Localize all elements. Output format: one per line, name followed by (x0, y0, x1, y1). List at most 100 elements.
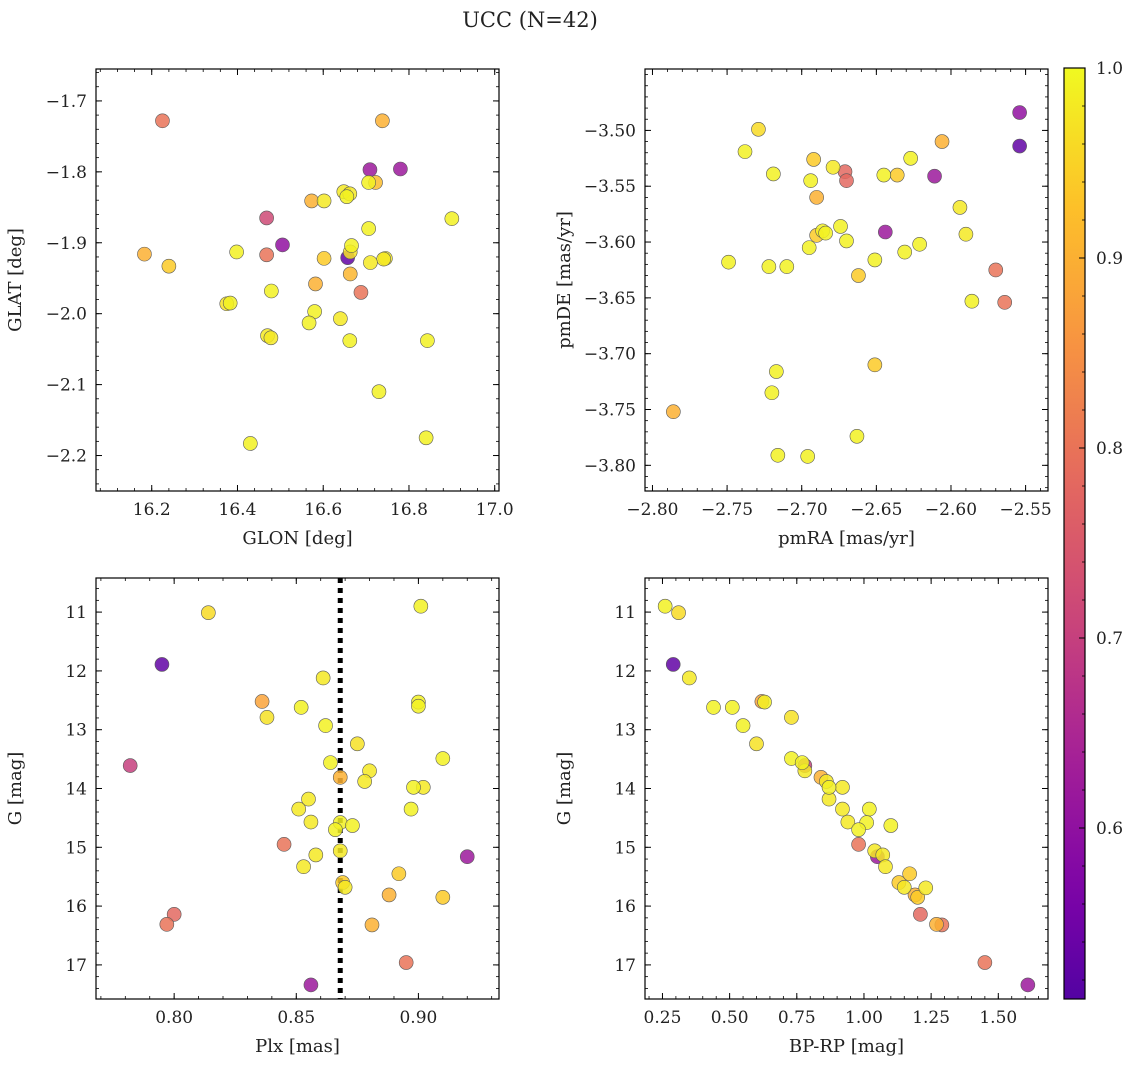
data-point (332, 843, 348, 859)
data-point (361, 175, 376, 190)
y-tick-label: 13 (65, 721, 87, 741)
data-point (364, 917, 380, 933)
data-point (403, 801, 419, 817)
panels: 16.2 16.4 16.6 16.8 17.0 −1.7 −1.8 −1.9 −2.0 −2.1… (5, 68, 1052, 1057)
data-point (296, 859, 311, 875)
y-tick-label: 11 (65, 603, 87, 623)
data-point (977, 955, 993, 970)
data-point (964, 293, 980, 309)
data-point (721, 254, 736, 270)
y-tick-label: 13 (614, 721, 636, 741)
y-tick-label: −1.8 (46, 163, 87, 183)
x-axis-label: pmRA [mas/yr] (778, 528, 915, 549)
data-point (757, 694, 772, 710)
data-point (801, 240, 817, 255)
x-axis-label: Plx [mas] (255, 1036, 340, 1057)
data-point (878, 859, 893, 875)
y-axis-label: pmDE [mas/yr] (554, 211, 575, 349)
y-tick-label: 16 (65, 897, 87, 917)
data-point (155, 113, 170, 129)
data-point (332, 770, 348, 785)
y-tick-label: −3.50 (584, 121, 636, 141)
data-point (435, 889, 451, 905)
data-point (304, 193, 319, 209)
y-tick-label: −3.70 (584, 345, 636, 365)
data-point (682, 670, 697, 686)
colorbar-tick-label: 1.0 (1096, 59, 1123, 79)
data-point (761, 259, 777, 274)
data-point (371, 384, 387, 400)
data-point (803, 173, 818, 188)
y-tick-label: −3.75 (584, 401, 636, 421)
data-point (867, 252, 883, 268)
data-point (362, 162, 378, 178)
x-tick-label: 1.50 (979, 1008, 1017, 1028)
y-axis-label: G [mag] (554, 752, 575, 825)
x-tick-label: 0.50 (711, 1008, 749, 1028)
data-point (318, 718, 333, 733)
data-point (316, 251, 332, 266)
data-point (411, 698, 426, 714)
data-point (835, 780, 850, 795)
data-point (958, 226, 974, 242)
data-points (122, 598, 475, 993)
y-tick-label: 17 (614, 956, 636, 976)
data-points (657, 598, 1036, 993)
data-point (459, 849, 475, 865)
data-point (254, 694, 270, 709)
y-tick-label: 14 (65, 780, 87, 800)
y-tick-label: 12 (614, 662, 636, 682)
data-point (161, 258, 177, 274)
data-point (264, 283, 279, 299)
data-point (1020, 977, 1036, 993)
data-point (878, 224, 893, 240)
data-point (337, 879, 353, 895)
x-tick-label: −2.60 (925, 500, 977, 520)
data-point (766, 166, 781, 182)
panel-frame (644, 68, 1049, 492)
data-point (821, 780, 837, 795)
data-point (315, 670, 331, 686)
colorbar-tick-label: 0.7 (1096, 629, 1123, 649)
data-point (420, 333, 435, 348)
data-point (342, 333, 358, 348)
x-tick-label: 16.6 (304, 500, 342, 520)
data-point (339, 189, 355, 204)
data-point (770, 447, 786, 463)
data-point (308, 276, 323, 292)
data-point (243, 436, 258, 451)
y-tick-label: −2.1 (46, 376, 87, 396)
data-point (435, 751, 451, 766)
y-tick-label: 12 (65, 662, 87, 682)
data-point (293, 700, 309, 715)
data-point (259, 247, 274, 263)
x-tick-label: 1.00 (845, 1008, 883, 1028)
data-point (137, 246, 152, 262)
data-point (444, 211, 460, 226)
data-point (706, 700, 721, 715)
panel-frame (95, 68, 500, 492)
data-point (806, 152, 821, 167)
data-point (666, 404, 681, 420)
x-tick-label: −2.80 (626, 500, 678, 520)
y-tick-label: −1.7 (46, 92, 87, 112)
scatter-panel-bottom-left: 0.80 0.85 0.90 11 12 13 14 15 16 17 Plx [mas] G [ma… (5, 577, 500, 1057)
data-point (413, 598, 429, 614)
data-point (122, 758, 138, 773)
data-point (818, 225, 833, 241)
data-point (323, 755, 338, 770)
x-tick-label: −2.75 (701, 500, 753, 520)
colorbar-tick-label: 0.6 (1096, 819, 1123, 839)
data-point (418, 430, 434, 446)
data-point (952, 200, 968, 215)
data-point (735, 718, 751, 733)
data-point (883, 818, 899, 833)
data-point (166, 907, 182, 922)
y-tick-label: −3.60 (584, 233, 636, 253)
data-point (934, 134, 950, 149)
data-point (222, 295, 238, 311)
y-tick-label: −1.9 (46, 234, 87, 254)
data-point (784, 710, 799, 725)
data-point (927, 168, 942, 184)
